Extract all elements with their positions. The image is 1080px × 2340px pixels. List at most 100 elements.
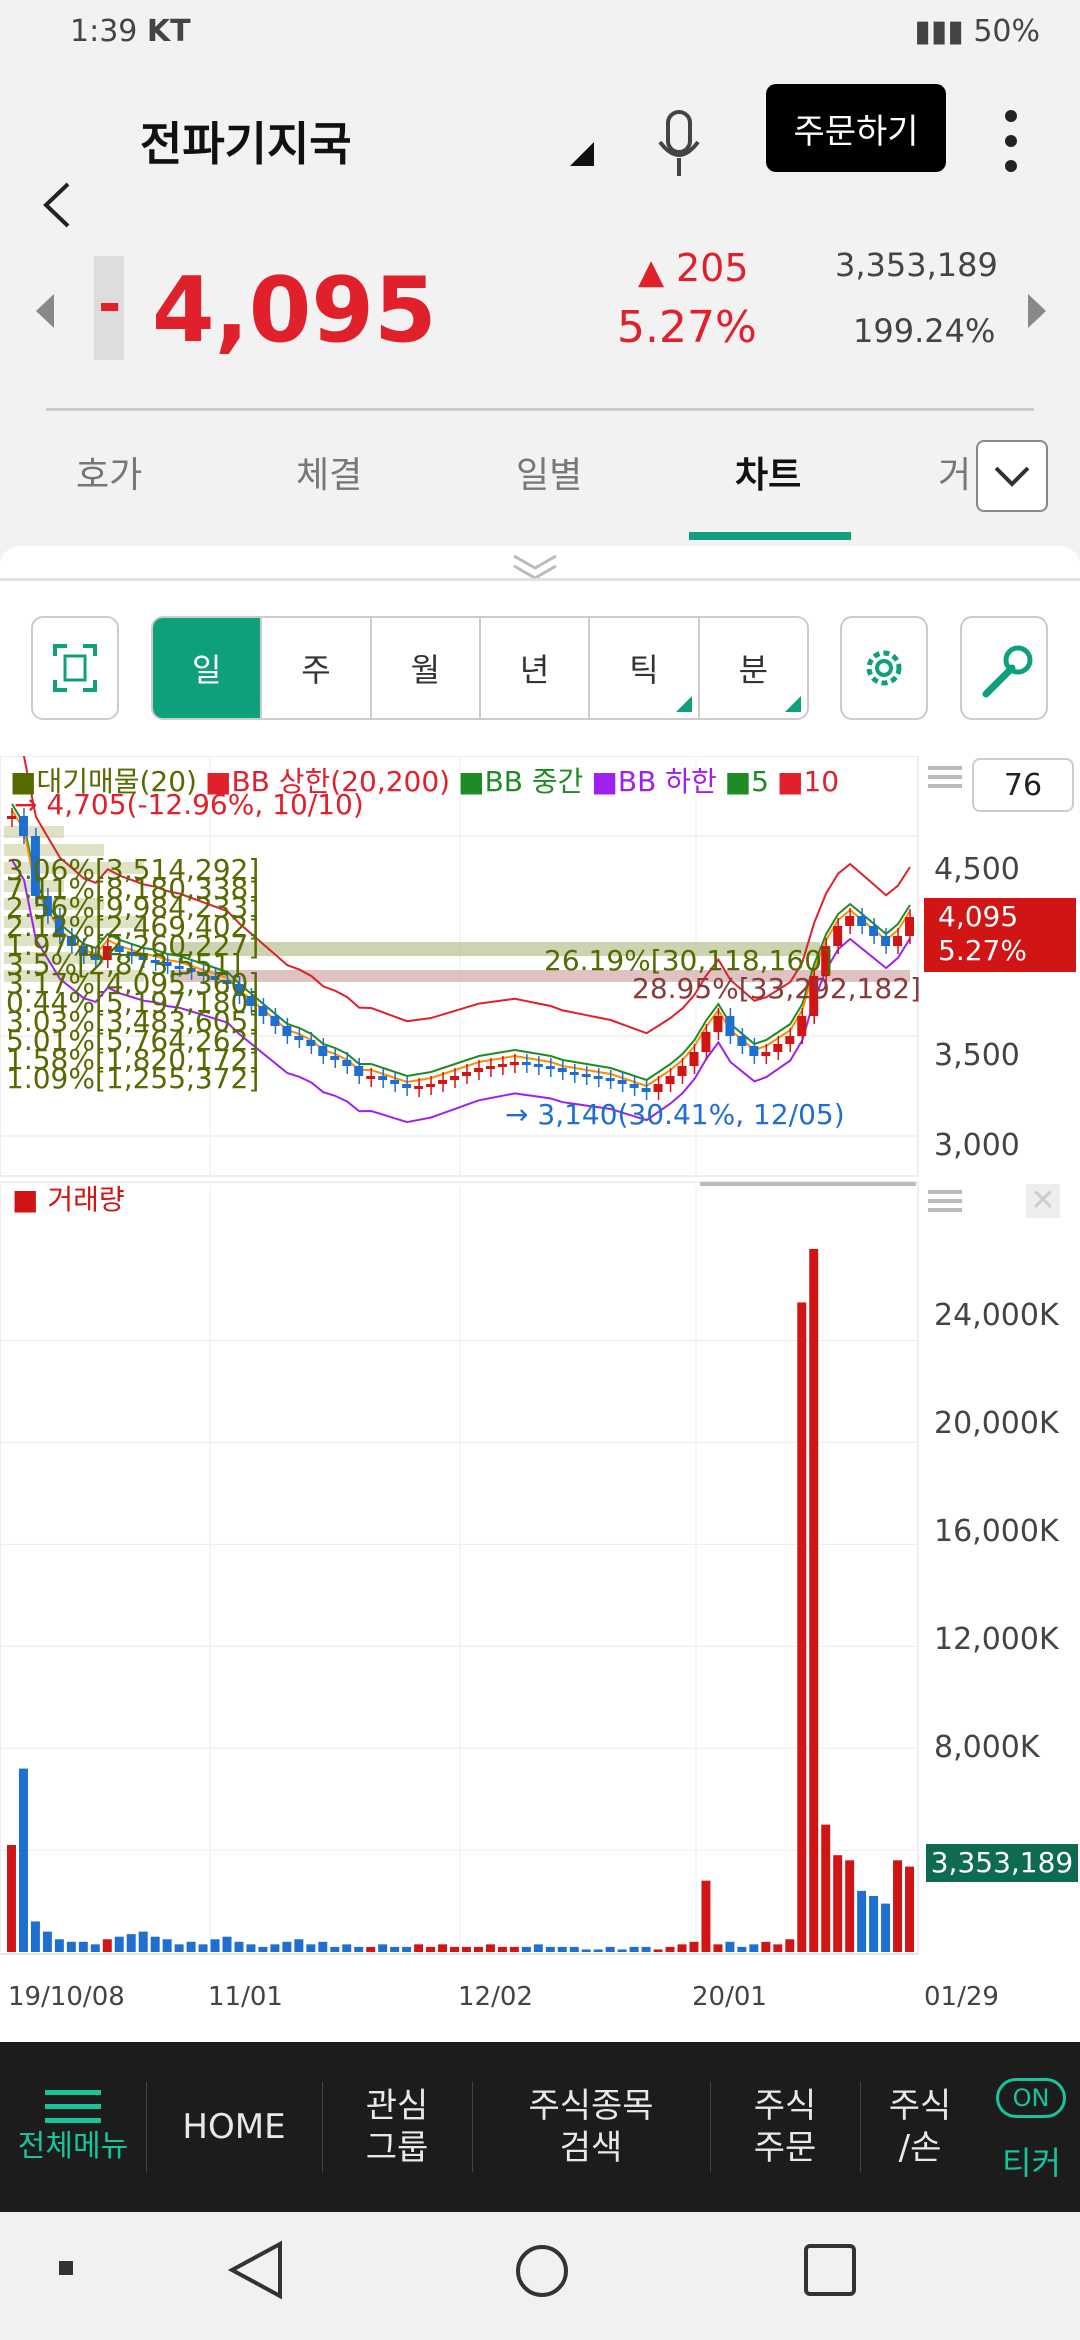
big-supply-bar-2	[170, 970, 910, 982]
nav-watchlist[interactable]: 관심 그룹	[365, 2086, 429, 2168]
candle	[677, 1066, 687, 1076]
volume-tick-12000: 12,000K	[934, 1622, 1059, 1657]
candle	[869, 926, 879, 936]
period-minute[interactable]: 분	[700, 618, 807, 718]
bb-middle-line	[11, 803, 911, 1082]
candle	[605, 1078, 615, 1081]
volume-bar	[306, 1944, 316, 1952]
candle	[402, 1084, 412, 1088]
candle	[581, 1074, 591, 1077]
dropdown-triangle-icon[interactable]	[566, 138, 596, 168]
active-tab-indicator	[689, 532, 851, 540]
volume-bar	[186, 1941, 196, 1952]
volume-panel-frame	[0, 1181, 919, 1955]
ticker-toggle[interactable]: ON	[996, 2078, 1066, 2118]
tab-chart[interactable]: 차트	[735, 455, 802, 496]
supply-bar	[4, 970, 144, 982]
tab-daily[interactable]: 일별	[516, 455, 583, 496]
wrench-icon	[982, 645, 1033, 698]
microphone-icon[interactable]	[652, 106, 708, 186]
hamburger-icon	[45, 2090, 101, 2123]
bb-upper-line	[22, 756, 911, 1035]
prev-stock-icon[interactable]	[34, 292, 56, 330]
candle	[246, 996, 256, 1006]
status-time: 1:39 KT	[70, 14, 191, 49]
order-button[interactable]: 주문하기	[766, 84, 946, 172]
candle	[617, 1080, 627, 1084]
back-icon[interactable]	[40, 180, 74, 230]
candle	[138, 956, 148, 960]
period-tick[interactable]: 틱	[590, 618, 700, 718]
volume-bar	[833, 1855, 843, 1952]
volume-bar	[78, 1941, 88, 1952]
volume-bar	[42, 1931, 52, 1952]
candle	[342, 1060, 352, 1066]
volume-bar	[761, 1941, 771, 1952]
home-nav-icon[interactable]	[512, 2240, 572, 2302]
volume-bar	[174, 1944, 184, 1952]
volume-bar	[462, 1946, 471, 1952]
chart-settings-button[interactable]	[840, 616, 928, 720]
tab-trades[interactable]: 체결	[296, 455, 363, 496]
volume-bar	[330, 1946, 340, 1952]
volume-bar	[126, 1934, 136, 1952]
nav-stock-search[interactable]: 주식종목 검색	[528, 2086, 654, 2168]
candle	[306, 1040, 316, 1046]
supply-label: 3.17%[4,095,360]	[6, 967, 260, 1000]
period-year[interactable]: 년	[481, 618, 591, 718]
dot-icon[interactable]	[56, 2258, 76, 2278]
supply-bar	[4, 934, 64, 946]
candle	[378, 1076, 388, 1080]
period-day[interactable]: 일	[153, 618, 263, 718]
ticker-label[interactable]: 티커	[1002, 2144, 1061, 2182]
volume-bar	[497, 1946, 507, 1952]
fullscreen-button[interactable]	[31, 616, 119, 720]
date-label-5: 01/29	[924, 1982, 999, 2012]
tab-more[interactable]: 거	[938, 455, 972, 496]
price-change-pct: 5.27%	[617, 302, 757, 353]
volume-bar	[318, 1941, 328, 1952]
nav-home[interactable]: HOME	[182, 2107, 286, 2147]
volume-panel-menu-icon[interactable]	[928, 1186, 962, 1216]
price-panel-menu-icon[interactable]	[928, 762, 962, 792]
candle	[438, 1080, 448, 1084]
volume-bar	[150, 1936, 160, 1952]
supply-label: 1.09%[1,255,372]	[6, 1062, 260, 1095]
tab-hoga[interactable]: 호가	[76, 455, 143, 496]
date-label-4: 20/01	[692, 1982, 767, 2012]
chart-tools-button[interactable]	[960, 616, 1048, 720]
volume-bar	[749, 1944, 759, 1952]
candle	[30, 836, 40, 896]
tabs-dropdown-button[interactable]	[976, 440, 1048, 512]
candle	[629, 1084, 639, 1088]
nav-more[interactable]: 주식/손	[888, 2086, 952, 2168]
high-annotation: → 4,705(-12.96%, 10/10)	[14, 788, 364, 821]
volume-close-icon[interactable]: ✕	[1026, 1184, 1060, 1218]
chevron-down-icon	[994, 466, 1030, 487]
candle	[7, 816, 16, 819]
date-label-3: 12/02	[458, 1982, 533, 2012]
nav-stock-order[interactable]: 주식 주문	[753, 2086, 817, 2168]
more-menu-icon[interactable]	[1004, 106, 1018, 176]
volume-bar	[893, 1860, 903, 1952]
candle-count-input[interactable]: 76	[972, 758, 1074, 812]
candle	[545, 1066, 555, 1069]
stock-name[interactable]: 전파기지국	[140, 117, 352, 171]
recents-nav-icon[interactable]	[800, 2240, 860, 2302]
legend-item: ■BB 상한(20,200)	[204, 765, 451, 798]
volume-bar	[509, 1946, 519, 1952]
period-month[interactable]: 월	[372, 618, 481, 718]
nav-all-menu[interactable]: 전체메뉴	[0, 2042, 146, 2212]
legend-item: ■BB 하한	[591, 765, 717, 798]
next-stock-icon[interactable]	[1026, 292, 1048, 330]
sign-badge: -	[94, 256, 124, 360]
back-nav-icon[interactable]	[226, 2240, 286, 2302]
date-label-1: 19/10/08	[8, 1982, 125, 2012]
volume-bar	[342, 1944, 352, 1952]
candle	[473, 1068, 483, 1072]
stock-chart[interactable]	[0, 756, 1080, 2016]
volume-bar	[725, 1941, 735, 1952]
period-week[interactable]: 주	[262, 618, 372, 718]
volume-bar	[653, 1949, 663, 1952]
gear-icon	[866, 650, 902, 686]
